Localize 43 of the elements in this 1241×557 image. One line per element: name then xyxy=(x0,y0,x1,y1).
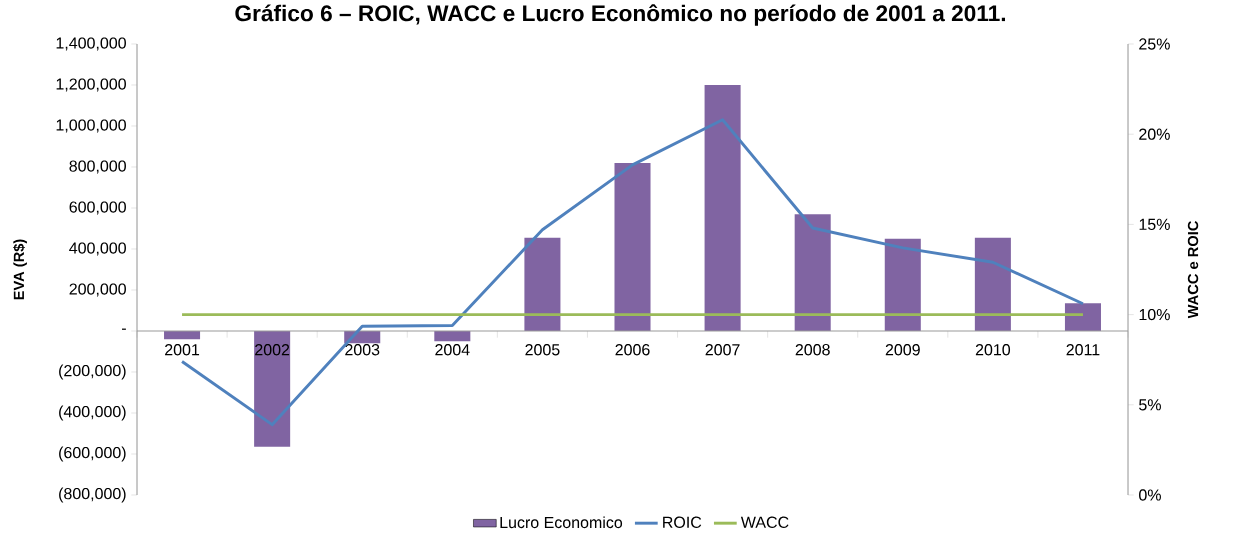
chart-title: Gráfico 6 – ROIC, WACC e Lucro Econômico no período de 2001 a 2011. xyxy=(235,4,1006,26)
x-tick-label: 2004 xyxy=(435,344,470,356)
y-tick-label: 1,000,000 xyxy=(56,119,126,133)
bar xyxy=(884,238,921,331)
bar xyxy=(1064,303,1101,331)
bar xyxy=(704,85,741,331)
x-tick-label: 2002 xyxy=(255,344,290,356)
legend-label: ROIC xyxy=(663,516,702,528)
y-tick-label: 200,000 xyxy=(69,283,126,297)
bar xyxy=(254,331,291,447)
bar xyxy=(974,237,1011,331)
y-tick-label: 1,400,000 xyxy=(56,37,126,51)
bar xyxy=(794,214,831,331)
y-tick-label: 400,000 xyxy=(69,242,126,256)
y2-tick-label: 15% xyxy=(1139,218,1170,231)
x-tick-label: 2011 xyxy=(1066,344,1100,356)
x-tick-label: 2001 xyxy=(165,344,200,356)
legend-label: WACC xyxy=(740,516,789,528)
y-tick-label: 600,000 xyxy=(69,201,126,215)
y2-tick-label: 20% xyxy=(1139,128,1170,140)
legend-label: Lucro Economico xyxy=(500,516,623,529)
y-tick-label: - xyxy=(121,328,126,330)
bar xyxy=(524,237,561,331)
x-tick-label: 2006 xyxy=(615,344,650,356)
y2-tick-label: 25% xyxy=(1139,38,1170,50)
y-tick-label: (800,000) xyxy=(59,487,126,503)
x-tick-label: 2009 xyxy=(885,344,920,356)
y2-tick-label: 10% xyxy=(1139,308,1170,321)
x-tick-label: 2010 xyxy=(975,344,1011,356)
x-tick-label: 2008 xyxy=(795,344,830,356)
y2-tick-label: 5% xyxy=(1139,399,1161,411)
y-tick-label: 800,000 xyxy=(69,160,126,174)
bar xyxy=(614,162,651,331)
y-tick-label: (600,000) xyxy=(59,446,126,462)
y-axis-title: EVA (R$) xyxy=(13,239,27,300)
y-tick-label: (400,000) xyxy=(59,405,126,421)
x-tick-label: 2005 xyxy=(525,344,560,356)
x-tick-label: 2003 xyxy=(345,344,380,356)
y2-tick-label: 0% xyxy=(1139,489,1161,501)
y-tick-label: 1,200,000 xyxy=(56,78,126,92)
y2-axis-title: WACC e ROIC xyxy=(1187,221,1199,319)
x-tick-label: 2007 xyxy=(705,344,740,356)
y-tick-label: (200,000) xyxy=(59,364,126,380)
